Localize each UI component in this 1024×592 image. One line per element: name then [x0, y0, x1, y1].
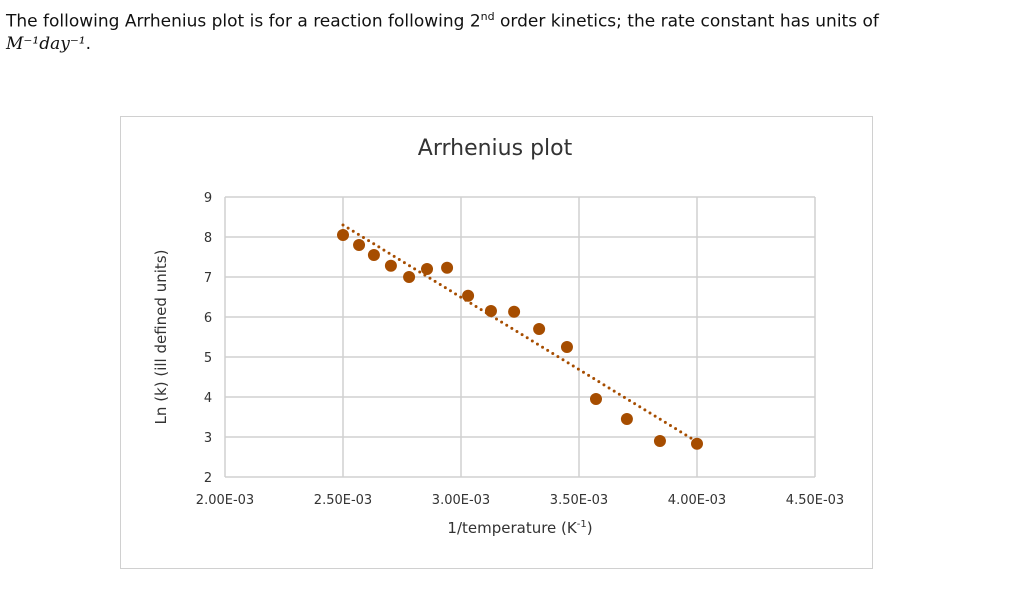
data-point [533, 323, 546, 335]
intro-superscript: nd [480, 10, 495, 23]
y-tick-label: 3 [204, 431, 212, 446]
units-formula: M⁻¹day⁻¹ [6, 33, 86, 54]
y-tick-label: 5 [204, 351, 212, 366]
x-tick-label: 3.50E-03 [550, 493, 608, 508]
y-tick-label: 4 [204, 391, 212, 406]
x-tick-label: 2.50E-03 [314, 493, 372, 508]
data-point [441, 261, 454, 274]
data-point [484, 305, 497, 317]
data-point [462, 289, 475, 302]
question-text: The following Arrhenius plot is for a re… [6, 6, 879, 55]
chart-frame [120, 116, 873, 569]
y-axis-label: Ln (k) (ill defined units) [152, 250, 170, 425]
y-tick-label: 7 [204, 271, 212, 286]
data-point [620, 413, 633, 425]
x-tick-label: 2.00E-03 [196, 493, 254, 508]
data-point [653, 435, 666, 447]
intro-text-end: order kinetics; the rate constant has un… [494, 11, 879, 32]
x-tick-label: 4.00E-03 [668, 493, 726, 508]
data-point [560, 341, 573, 353]
x-tick-label: 3.00E-03 [432, 493, 490, 508]
x-axis-label: 1/temperature (K-1) [447, 519, 592, 537]
data-point [421, 263, 434, 275]
y-tick-label: 9 [204, 191, 212, 206]
data-point [403, 271, 416, 283]
x-tick-label: 4.50E-03 [786, 493, 844, 508]
data-point [589, 393, 602, 405]
y-tick-label: 6 [204, 311, 212, 326]
data-point [353, 239, 366, 251]
data-point [508, 305, 521, 318]
data-point [367, 249, 380, 261]
data-point [691, 437, 703, 450]
trendline [341, 223, 699, 444]
y-tick-label: 2 [204, 471, 212, 486]
intro-text: The following Arrhenius plot is for a re… [6, 11, 481, 32]
chart-title: Arrhenius plot [418, 136, 573, 161]
data-point [384, 259, 397, 272]
data-point [337, 229, 349, 241]
period: . [85, 33, 92, 54]
y-tick-label: 8 [204, 231, 212, 246]
